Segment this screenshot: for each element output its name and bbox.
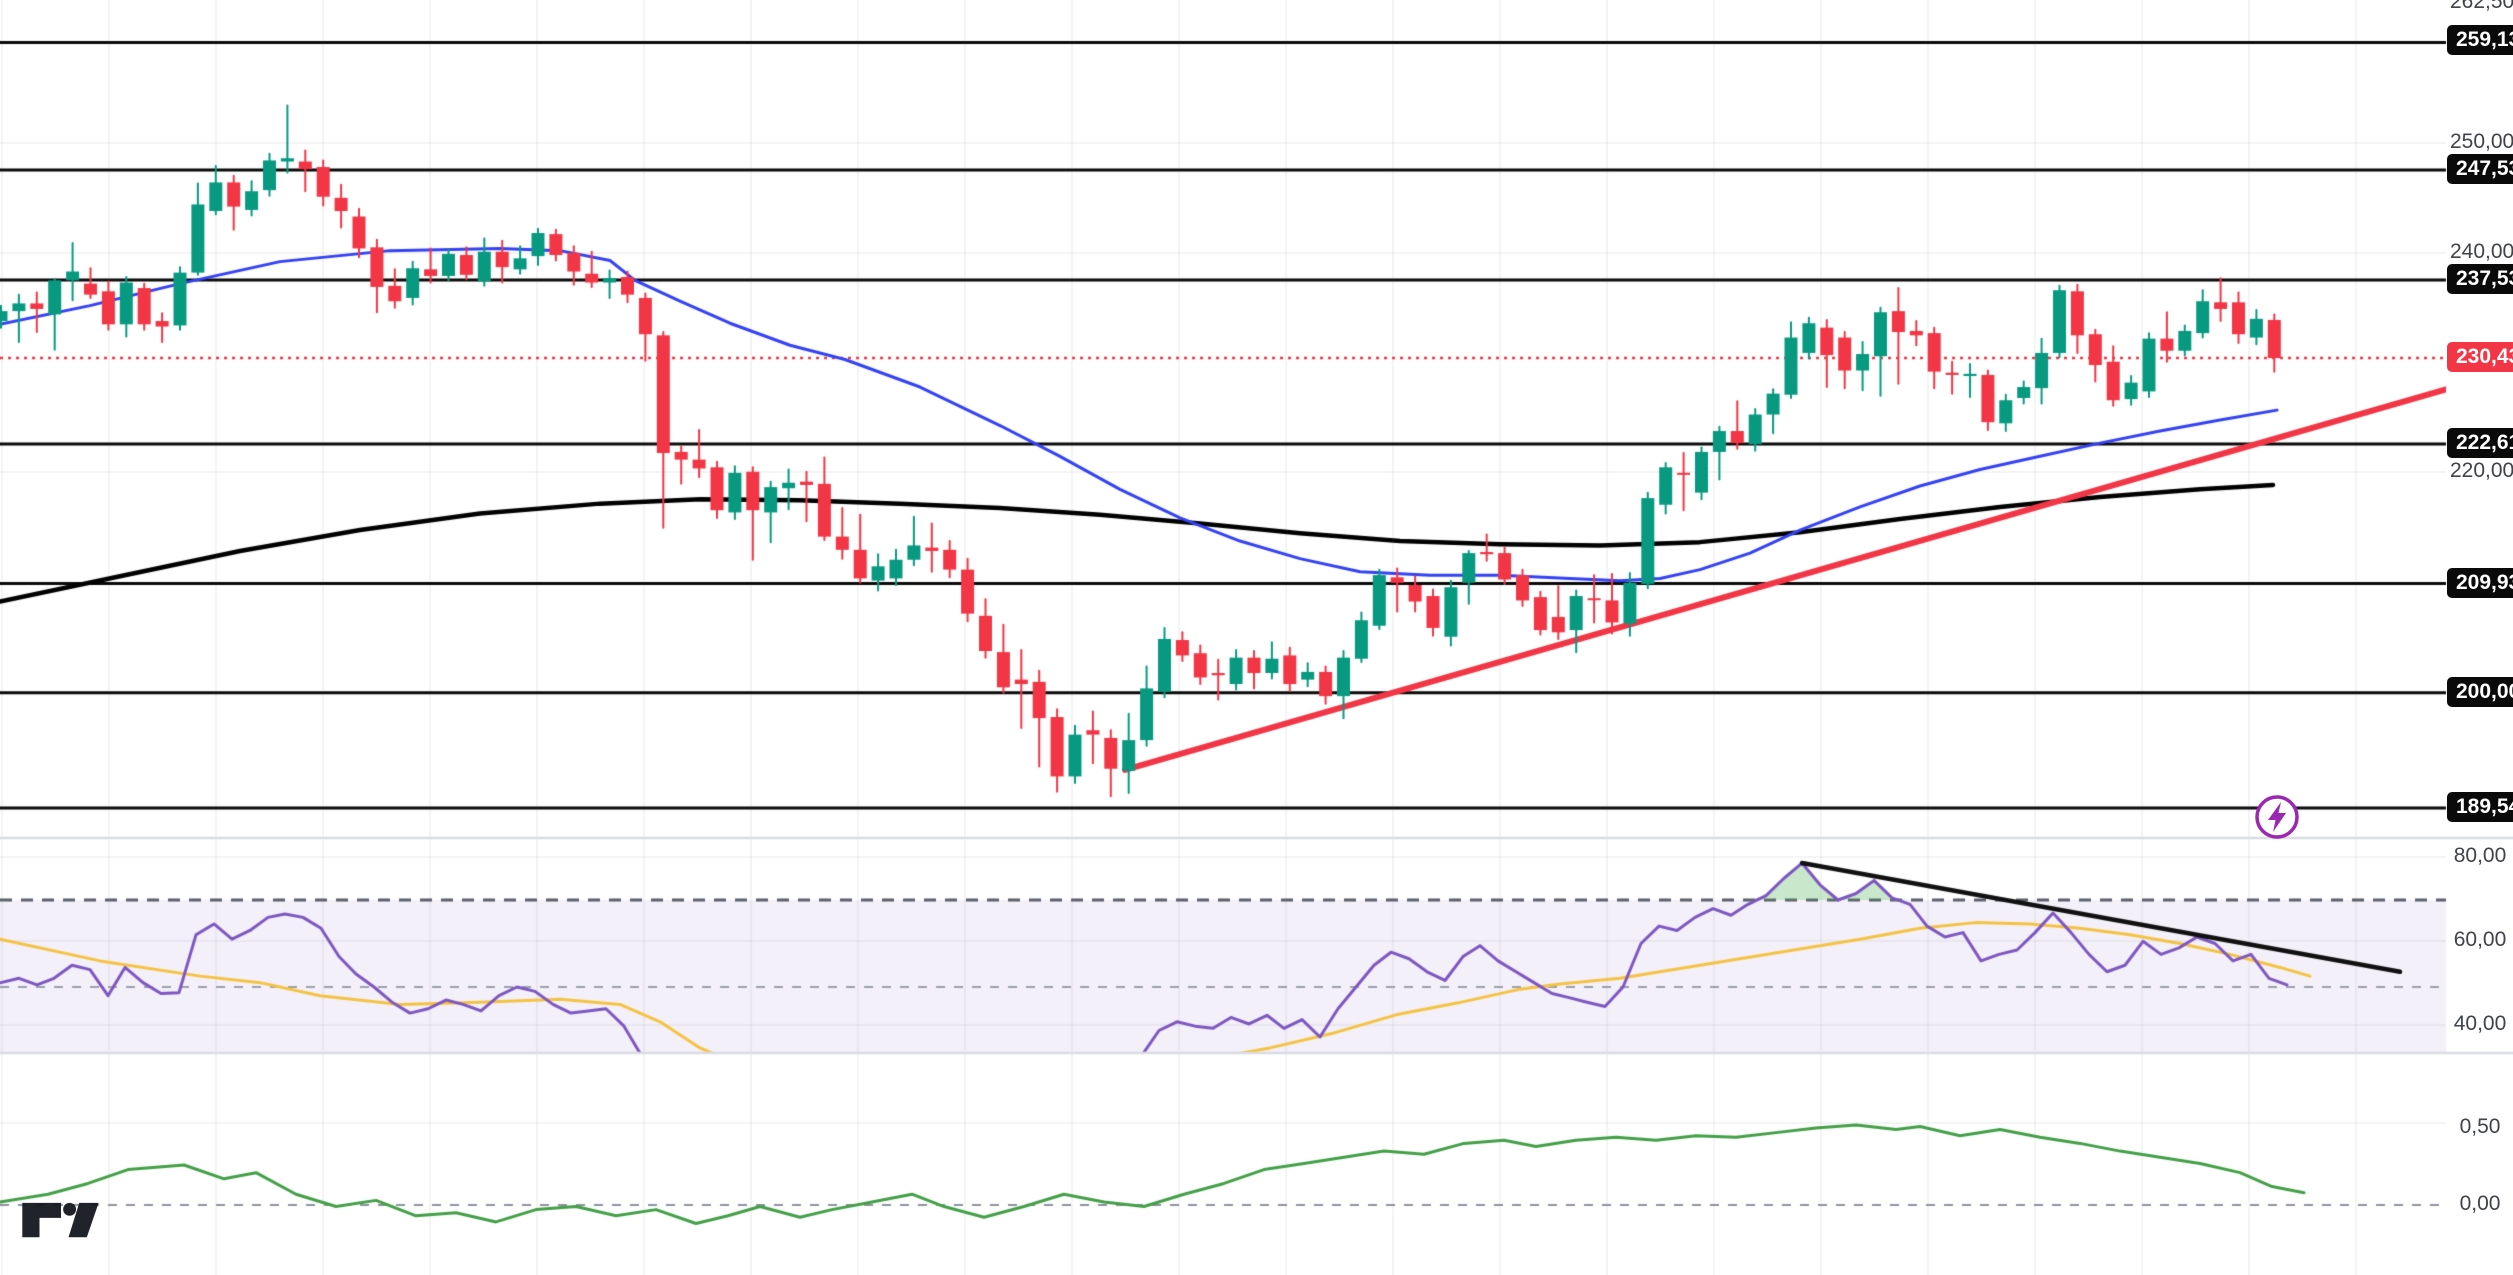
lightning-bolt-icon	[2255, 795, 2299, 839]
tradingview-logo[interactable]	[18, 1196, 104, 1242]
lightning-mode-button[interactable]	[2253, 793, 2301, 841]
tradingview-logo-icon	[22, 1202, 99, 1238]
